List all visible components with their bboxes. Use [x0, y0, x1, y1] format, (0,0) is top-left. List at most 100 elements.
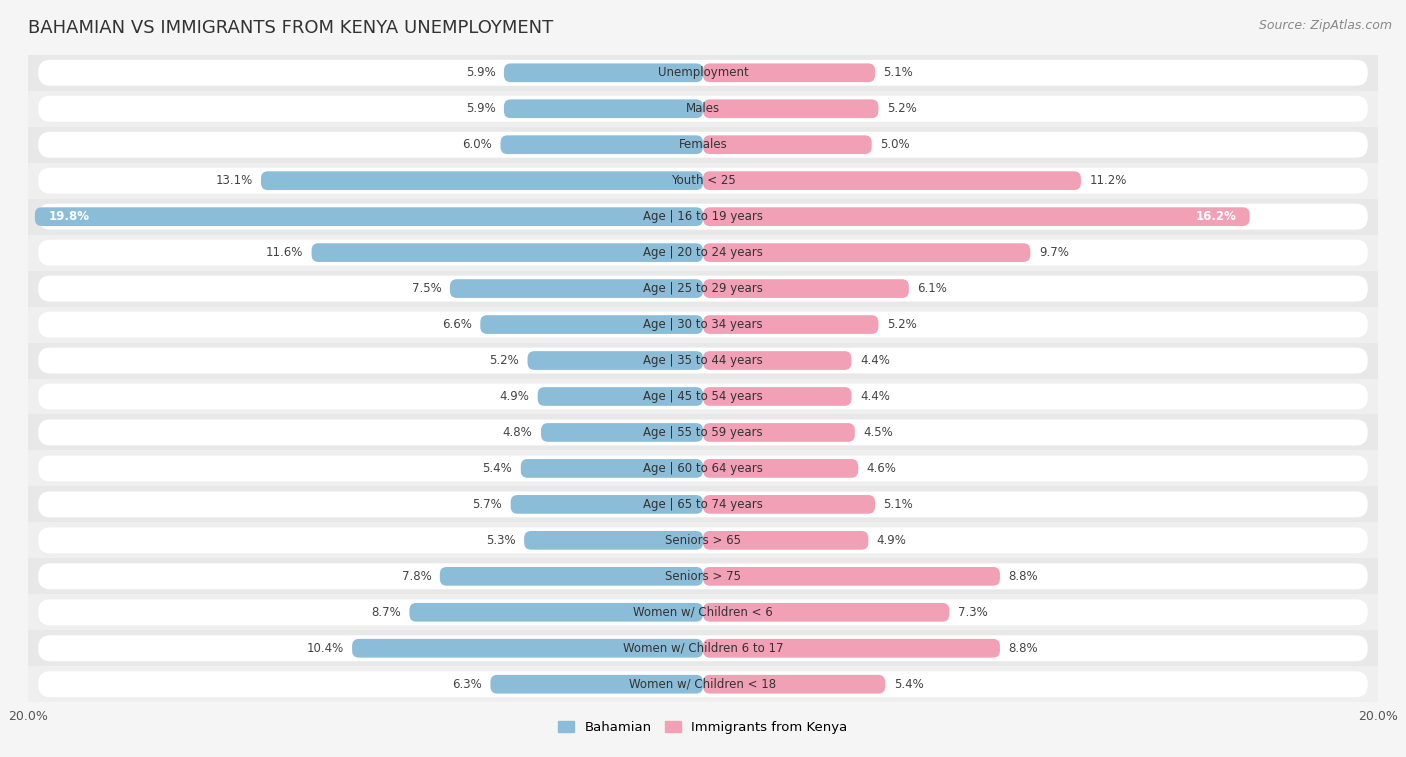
- Text: Age | 60 to 64 years: Age | 60 to 64 years: [643, 462, 763, 475]
- Text: Age | 65 to 74 years: Age | 65 to 74 years: [643, 498, 763, 511]
- FancyBboxPatch shape: [28, 55, 1378, 91]
- FancyBboxPatch shape: [38, 312, 1368, 338]
- Text: 19.8%: 19.8%: [48, 210, 90, 223]
- FancyBboxPatch shape: [503, 99, 703, 118]
- Text: 6.0%: 6.0%: [463, 139, 492, 151]
- Text: 4.5%: 4.5%: [863, 426, 893, 439]
- Text: 5.4%: 5.4%: [894, 678, 924, 690]
- Text: 7.3%: 7.3%: [957, 606, 987, 618]
- FancyBboxPatch shape: [35, 207, 703, 226]
- Text: 4.8%: 4.8%: [503, 426, 533, 439]
- Text: Age | 55 to 59 years: Age | 55 to 59 years: [643, 426, 763, 439]
- FancyBboxPatch shape: [38, 132, 1368, 157]
- FancyBboxPatch shape: [38, 419, 1368, 445]
- Text: 10.4%: 10.4%: [307, 642, 343, 655]
- FancyBboxPatch shape: [38, 60, 1368, 86]
- FancyBboxPatch shape: [28, 126, 1378, 163]
- FancyBboxPatch shape: [703, 207, 1250, 226]
- Text: 5.0%: 5.0%: [880, 139, 910, 151]
- FancyBboxPatch shape: [440, 567, 703, 586]
- FancyBboxPatch shape: [28, 378, 1378, 415]
- Text: Age | 35 to 44 years: Age | 35 to 44 years: [643, 354, 763, 367]
- Text: 8.7%: 8.7%: [371, 606, 401, 618]
- Text: 13.1%: 13.1%: [215, 174, 253, 187]
- FancyBboxPatch shape: [28, 235, 1378, 270]
- FancyBboxPatch shape: [703, 675, 886, 693]
- FancyBboxPatch shape: [38, 204, 1368, 229]
- Text: Seniors > 65: Seniors > 65: [665, 534, 741, 547]
- Text: 6.1%: 6.1%: [917, 282, 948, 295]
- Text: 5.9%: 5.9%: [465, 102, 495, 115]
- FancyBboxPatch shape: [703, 567, 1000, 586]
- FancyBboxPatch shape: [541, 423, 703, 442]
- Text: Males: Males: [686, 102, 720, 115]
- FancyBboxPatch shape: [28, 415, 1378, 450]
- FancyBboxPatch shape: [28, 594, 1378, 631]
- FancyBboxPatch shape: [38, 347, 1368, 373]
- Text: 7.8%: 7.8%: [402, 570, 432, 583]
- FancyBboxPatch shape: [352, 639, 703, 658]
- FancyBboxPatch shape: [28, 342, 1378, 378]
- Text: 11.2%: 11.2%: [1090, 174, 1126, 187]
- FancyBboxPatch shape: [38, 635, 1368, 661]
- Text: 5.1%: 5.1%: [883, 67, 914, 79]
- FancyBboxPatch shape: [703, 387, 852, 406]
- FancyBboxPatch shape: [28, 91, 1378, 126]
- FancyBboxPatch shape: [38, 168, 1368, 194]
- FancyBboxPatch shape: [312, 243, 703, 262]
- FancyBboxPatch shape: [703, 243, 1031, 262]
- FancyBboxPatch shape: [28, 522, 1378, 559]
- FancyBboxPatch shape: [38, 491, 1368, 517]
- FancyBboxPatch shape: [703, 136, 872, 154]
- Text: 11.6%: 11.6%: [266, 246, 304, 259]
- FancyBboxPatch shape: [38, 456, 1368, 481]
- Text: 5.4%: 5.4%: [482, 462, 512, 475]
- FancyBboxPatch shape: [703, 64, 875, 82]
- Text: Women w/ Children < 18: Women w/ Children < 18: [630, 678, 776, 690]
- FancyBboxPatch shape: [703, 531, 869, 550]
- Text: 5.9%: 5.9%: [465, 67, 495, 79]
- Text: Seniors > 75: Seniors > 75: [665, 570, 741, 583]
- FancyBboxPatch shape: [38, 528, 1368, 553]
- FancyBboxPatch shape: [481, 315, 703, 334]
- FancyBboxPatch shape: [537, 387, 703, 406]
- Text: Source: ZipAtlas.com: Source: ZipAtlas.com: [1258, 19, 1392, 32]
- FancyBboxPatch shape: [28, 666, 1378, 702]
- FancyBboxPatch shape: [38, 600, 1368, 625]
- Text: 4.6%: 4.6%: [866, 462, 897, 475]
- Text: 9.7%: 9.7%: [1039, 246, 1069, 259]
- FancyBboxPatch shape: [409, 603, 703, 621]
- FancyBboxPatch shape: [524, 531, 703, 550]
- Text: Age | 25 to 29 years: Age | 25 to 29 years: [643, 282, 763, 295]
- FancyBboxPatch shape: [703, 315, 879, 334]
- FancyBboxPatch shape: [703, 495, 875, 514]
- FancyBboxPatch shape: [703, 639, 1000, 658]
- Text: 8.8%: 8.8%: [1008, 570, 1038, 583]
- Text: 16.2%: 16.2%: [1195, 210, 1236, 223]
- Text: 6.3%: 6.3%: [453, 678, 482, 690]
- FancyBboxPatch shape: [38, 384, 1368, 410]
- FancyBboxPatch shape: [503, 64, 703, 82]
- Text: 4.4%: 4.4%: [860, 390, 890, 403]
- FancyBboxPatch shape: [703, 99, 879, 118]
- Text: Age | 20 to 24 years: Age | 20 to 24 years: [643, 246, 763, 259]
- FancyBboxPatch shape: [28, 450, 1378, 487]
- FancyBboxPatch shape: [703, 603, 949, 621]
- Text: 5.2%: 5.2%: [887, 102, 917, 115]
- Text: 4.9%: 4.9%: [499, 390, 529, 403]
- FancyBboxPatch shape: [38, 563, 1368, 589]
- Text: Age | 16 to 19 years: Age | 16 to 19 years: [643, 210, 763, 223]
- FancyBboxPatch shape: [491, 675, 703, 693]
- Text: Age | 45 to 54 years: Age | 45 to 54 years: [643, 390, 763, 403]
- FancyBboxPatch shape: [28, 270, 1378, 307]
- Text: 8.8%: 8.8%: [1008, 642, 1038, 655]
- Text: Youth < 25: Youth < 25: [671, 174, 735, 187]
- Text: 5.3%: 5.3%: [486, 534, 516, 547]
- FancyBboxPatch shape: [28, 631, 1378, 666]
- FancyBboxPatch shape: [38, 96, 1368, 122]
- FancyBboxPatch shape: [28, 163, 1378, 198]
- Text: 5.1%: 5.1%: [883, 498, 914, 511]
- FancyBboxPatch shape: [703, 423, 855, 442]
- Text: 5.2%: 5.2%: [489, 354, 519, 367]
- Text: 7.5%: 7.5%: [412, 282, 441, 295]
